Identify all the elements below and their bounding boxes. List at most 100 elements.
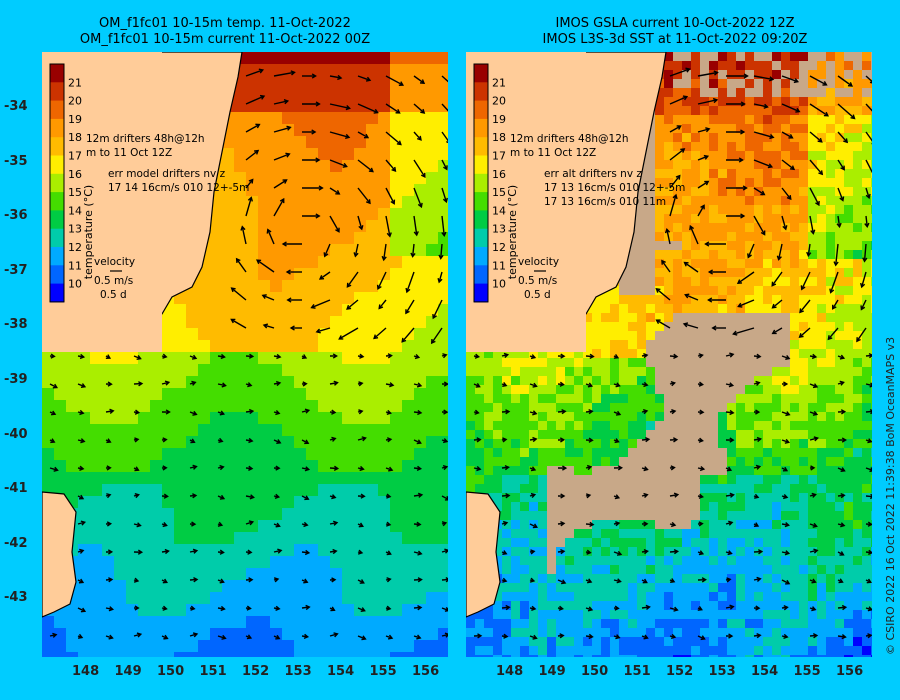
current-arrow: [311, 299, 331, 309]
current-arrowhead: [345, 105, 351, 111]
current-arrowhead: [443, 381, 448, 387]
current-arrowhead: [784, 438, 791, 444]
current-arrowhead: [699, 409, 705, 415]
current-arrowhead: [304, 466, 311, 472]
current-arrowhead: [664, 227, 671, 234]
current-arrowhead: [136, 632, 143, 638]
current-arrow: [753, 103, 768, 108]
colorbar-swatch: [50, 82, 64, 102]
current-arrow: [357, 103, 378, 114]
current-arrowhead: [839, 354, 846, 360]
current-arrow: [799, 299, 811, 313]
current-arrowhead: [771, 303, 777, 309]
current-arrow: [656, 319, 671, 329]
current-arrowhead: [840, 522, 846, 528]
current-arrow: [441, 187, 448, 203]
current-arrowhead: [192, 464, 198, 470]
current-arrow: [861, 271, 867, 288]
current-arrow: [689, 225, 699, 245]
colorbar-swatch: [50, 155, 64, 175]
current-arrowhead: [416, 465, 423, 472]
current-arrowhead: [683, 261, 689, 267]
current-arrowhead: [219, 410, 226, 416]
right-map[interactable]: 21 20 19 18 17 16 15 14 13 12 11 10 temperature (°C…: [466, 52, 872, 657]
current-arrowhead: [365, 76, 372, 82]
current-arrow: [441, 578, 448, 581]
colorbar-swatch: [474, 118, 488, 138]
current-arrowhead: [799, 308, 804, 314]
current-arrow: [245, 150, 259, 161]
current-arrowhead: [643, 466, 649, 472]
left-velocity-time: 0.5 d: [100, 289, 127, 301]
left-map[interactable]: 21 20 19 18 17 16 15 14 13 12 11 10 temperature (°C…: [42, 52, 448, 657]
current-arrowhead: [856, 337, 861, 343]
left-legend-line-4: 17 14 16cm/s 010 12+-5m: [108, 182, 249, 194]
current-arrowhead: [386, 521, 392, 527]
left-velocity-label: velocity: [94, 256, 135, 268]
current-arrowhead: [279, 197, 285, 204]
current-arrowhead: [192, 493, 198, 499]
current-arrowhead: [698, 521, 704, 527]
current-arrowhead: [812, 410, 819, 416]
current-arrowhead: [437, 277, 443, 284]
current-arrowhead: [838, 578, 844, 584]
current-arrowhead: [740, 101, 746, 107]
current-arrowhead: [698, 353, 704, 359]
current-arrowhead: [221, 634, 227, 640]
current-arrowhead: [586, 464, 593, 471]
current-arrowhead: [416, 634, 422, 640]
current-arrow: [753, 75, 774, 81]
current-arrow: [809, 103, 829, 117]
current-arrow: [837, 187, 844, 201]
current-arrow: [684, 262, 699, 273]
current-arrowhead: [867, 606, 872, 612]
current-arrowhead: [273, 577, 280, 583]
current-arrowhead: [275, 605, 281, 611]
current-arrowhead: [836, 222, 842, 229]
current-arrowhead: [795, 107, 801, 113]
current-arrowhead: [671, 409, 677, 415]
colorbar-tick-label: 14: [492, 204, 506, 217]
right-legend-line-5: 17 13 16cm/s 010 11m: [544, 196, 666, 208]
current-arrow: [357, 187, 371, 204]
current-arrowhead: [359, 353, 365, 359]
current-arrowhead: [357, 549, 364, 555]
current-arrowhead: [643, 492, 649, 498]
current-arrowhead: [587, 606, 594, 612]
current-arrowhead: [670, 521, 677, 528]
current-arrowhead: [248, 520, 255, 526]
current-arrowhead: [771, 281, 777, 287]
current-arrow: [245, 123, 260, 133]
current-arrow: [827, 327, 839, 340]
current-arrow: [832, 299, 839, 310]
current-arrow: [666, 229, 671, 245]
current-arrowhead: [503, 352, 510, 358]
current-arrowhead: [133, 577, 140, 583]
colorbar-swatch: [474, 137, 488, 156]
current-arrow: [865, 103, 872, 112]
current-arrowhead: [866, 578, 872, 584]
current-arrow: [753, 131, 774, 139]
right-current-arrows: [473, 67, 872, 641]
current-arrowhead: [417, 492, 424, 498]
current-arrowhead: [530, 354, 537, 360]
current-arrowhead: [248, 353, 255, 359]
current-arrowhead: [358, 409, 364, 415]
current-arrow: [865, 131, 872, 142]
current-arrow: [441, 103, 448, 112]
current-arrowhead: [386, 577, 392, 583]
current-arrowhead: [867, 549, 872, 556]
colorbar-tick-label: 15: [492, 186, 506, 199]
current-arrow: [385, 103, 400, 114]
current-arrowhead: [589, 353, 595, 359]
current-arrowhead: [376, 284, 382, 291]
current-arrow: [357, 75, 371, 81]
current-arrowhead: [107, 381, 113, 387]
current-arrowhead: [381, 255, 387, 262]
current-arrowhead: [79, 409, 85, 416]
current-arrowhead: [614, 605, 620, 611]
current-arrowhead: [363, 133, 370, 139]
current-arrowhead: [442, 353, 448, 359]
colorbar-tick-label: 14: [68, 204, 82, 217]
current-arrowhead: [771, 329, 777, 335]
